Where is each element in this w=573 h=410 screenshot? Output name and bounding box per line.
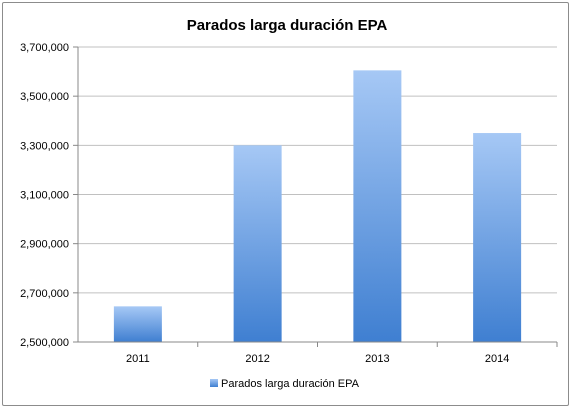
y-axis-tick-labels: 2,500,000 2,700,000 2,900,000 3,100,000 3,30… xyxy=(20,42,69,349)
y-tick-label: 2,700,000 xyxy=(20,288,69,300)
y-tick-label: 3,500,000 xyxy=(20,91,69,103)
bar-2013 xyxy=(353,70,402,343)
legend-swatch xyxy=(210,379,218,387)
bars xyxy=(113,70,522,343)
y-tick-label: 3,700,000 xyxy=(20,42,69,54)
bar-2014 xyxy=(473,133,522,342)
legend: Parados larga duración EPA xyxy=(210,378,360,390)
y-tick-label: 3,100,000 xyxy=(20,190,69,202)
axes xyxy=(73,46,558,347)
y-tick-label: 2,900,000 xyxy=(20,239,69,251)
bar-2012 xyxy=(233,145,282,342)
y-tick-label: 3,300,000 xyxy=(20,140,69,152)
chart-title: Parados larga duración EPA xyxy=(187,17,388,34)
x-axis-tick-labels: 2011 2012 2013 2014 xyxy=(126,353,509,365)
y-tick-label: 2,500,000 xyxy=(20,337,69,349)
x-tick-label-2013: 2013 xyxy=(365,353,389,365)
x-tick-label-2012: 2012 xyxy=(245,353,269,365)
legend-label: Parados larga duración EPA xyxy=(221,378,360,390)
bar-2011 xyxy=(113,306,162,342)
x-tick-label-2011: 2011 xyxy=(126,353,150,365)
x-tick-label-2014: 2014 xyxy=(485,353,509,365)
